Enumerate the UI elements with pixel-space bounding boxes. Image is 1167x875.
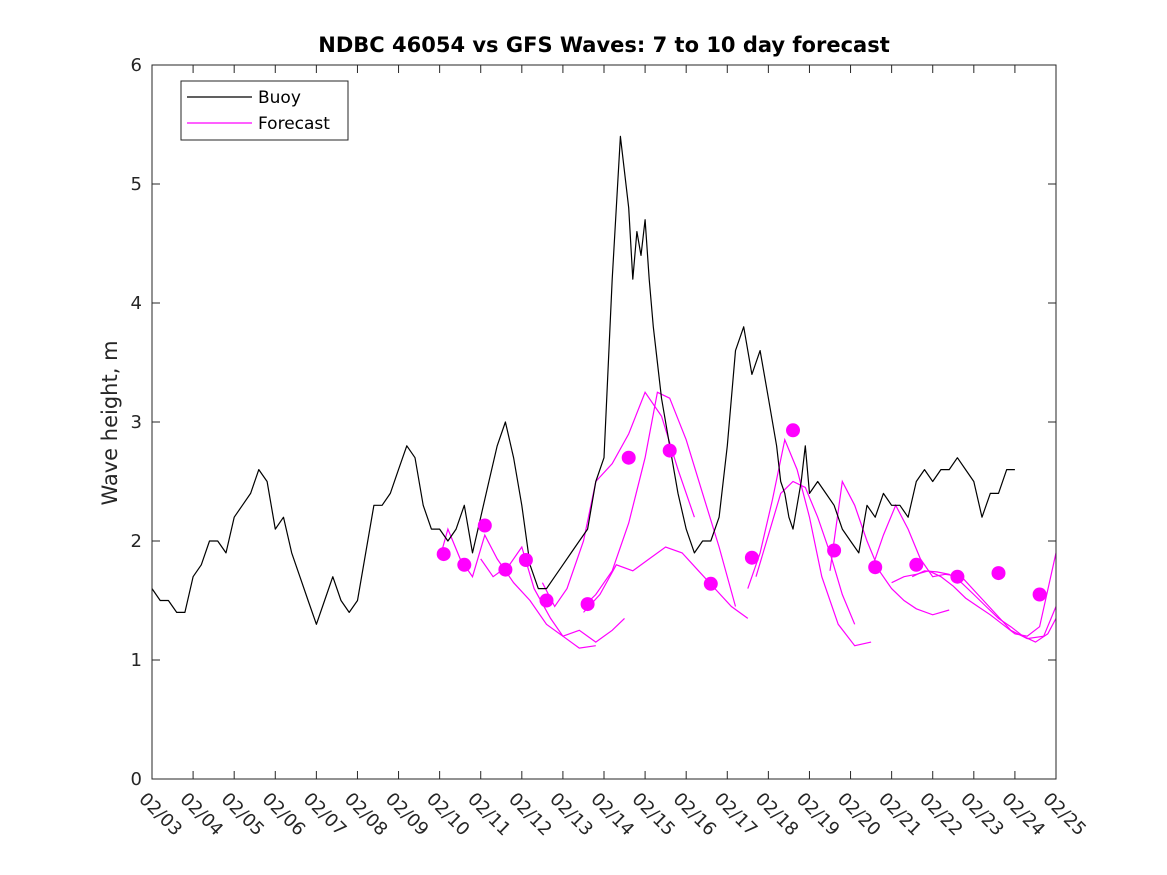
forecast-marker [498, 562, 513, 577]
y-tick-label: 5 [131, 174, 142, 195]
forecast-marker [744, 550, 759, 565]
buoy-series [151, 135, 1015, 625]
forecast-marker [868, 560, 883, 575]
forecast-series-8 [829, 479, 950, 616]
forecast-marker [786, 423, 800, 438]
forecast-marker [827, 543, 842, 558]
legend-buoy-label: Buoy [258, 88, 301, 108]
forecast-marker [703, 576, 718, 591]
forecast-marker [518, 553, 533, 567]
chart-title: NDBC 46054 vs GFS Waves: 7 to 10 day for… [318, 33, 889, 57]
forecast-marker [457, 557, 472, 572]
forecast-marker [909, 557, 924, 572]
y-tick-label: 3 [131, 412, 142, 433]
forecast-marker [621, 450, 636, 465]
forecast-marker [436, 547, 451, 562]
y-axis-label: Wave height, m [98, 340, 122, 505]
forecast-series-5 [583, 546, 749, 619]
forecast-marker [662, 443, 677, 458]
y-tick-label: 6 [131, 55, 142, 76]
forecast-markers [436, 423, 1047, 612]
plot-area [152, 65, 1056, 779]
y-tick-label: 1 [131, 650, 142, 671]
forecast-marker [477, 518, 492, 533]
forecast-lines [439, 391, 1057, 649]
forecast-series-11 [891, 552, 1057, 637]
legend-box [180, 80, 349, 141]
forecast-series-4 [583, 391, 737, 607]
forecast-series-6 [747, 437, 872, 647]
forecast-series-7 [755, 480, 856, 625]
buoy-line-group [151, 135, 1015, 625]
forecast-marker [539, 593, 554, 608]
forecast-marker [580, 597, 595, 612]
forecast-marker [950, 569, 965, 584]
forecast-series-3 [541, 391, 695, 608]
forecast-series-10 [911, 570, 1057, 643]
y-tick-label: 2 [131, 531, 142, 552]
forecast-marker [1032, 587, 1047, 602]
y-tick-label: 4 [131, 293, 142, 314]
legend: Buoy Forecast [180, 80, 349, 141]
legend-forecast-label: Forecast [258, 114, 330, 134]
y-tick-label: 0 [131, 769, 142, 790]
y-axis-ticks: 0 1 2 3 4 5 6 [131, 55, 1056, 790]
forecast-marker [991, 566, 1006, 581]
